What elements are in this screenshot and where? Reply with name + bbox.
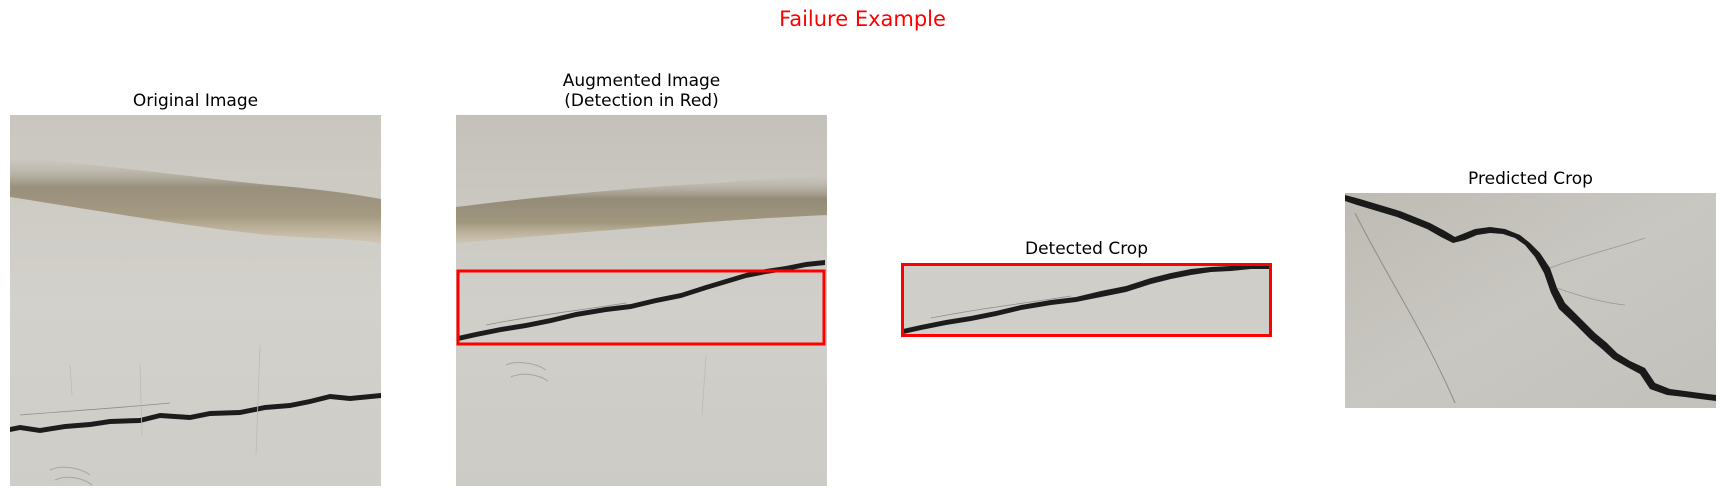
original-image-drawing [10,115,381,486]
panel-title-predicted-crop: Predicted Crop [1468,169,1593,189]
predicted-crop-image [1345,193,1716,408]
augmented-image [456,115,827,486]
detected-crop-image [901,263,1272,337]
panel-title-original: Original Image [132,91,259,111]
augmented-image-drawing [456,115,827,486]
original-image [10,115,381,486]
figure-title: Failure Example [779,7,946,31]
panel-title-augmented: Augmented Image (Detection in Red) [562,71,721,111]
panel-title-detected-crop: Detected Crop [1024,239,1149,259]
detected-crop-drawing [901,263,1272,337]
predicted-crop-drawing [1345,193,1716,408]
detection-box [456,269,826,346]
detected-crop-border [901,263,1272,337]
